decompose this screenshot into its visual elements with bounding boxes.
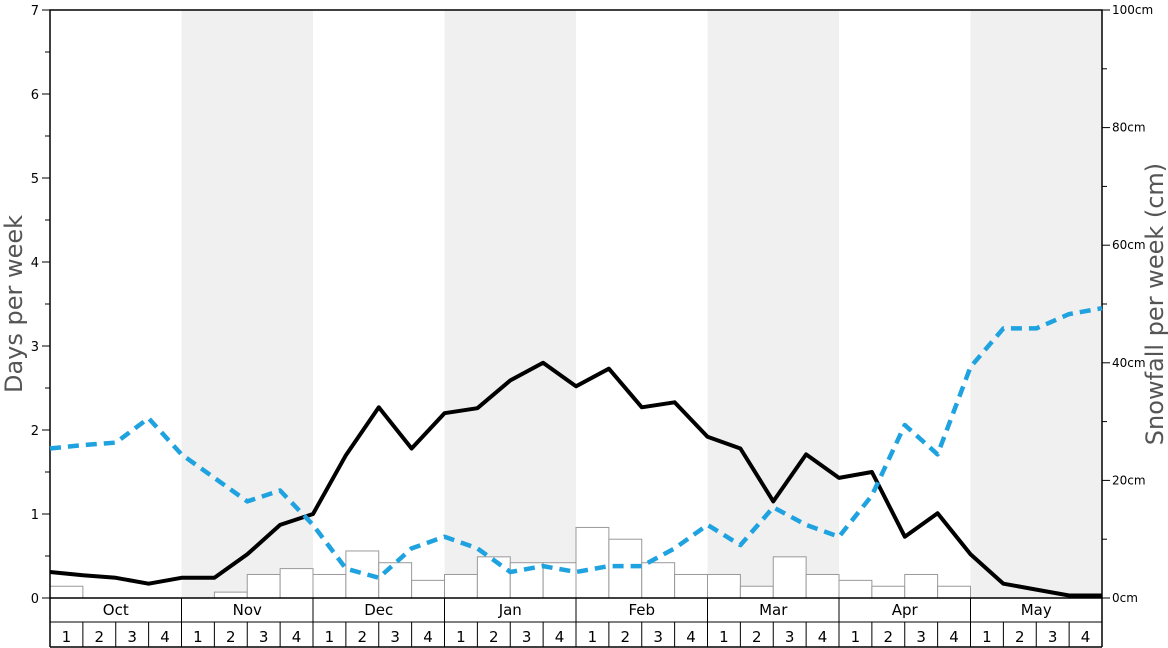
y-left-tick-label: 3 [31, 340, 39, 355]
week-label: 4 [949, 628, 959, 646]
days-line-solid [49, 360, 1102, 598]
week-label: 1 [325, 628, 335, 646]
snowfall-bar [707, 573, 741, 599]
week-label: 1 [62, 628, 72, 646]
week-label: 3 [259, 628, 269, 646]
y-right-tick-label: 0cm [1112, 591, 1138, 605]
month-label-apr: Apr [892, 601, 919, 619]
week-label: 4 [423, 628, 433, 646]
snowfall-bar [641, 562, 676, 599]
snowfall-bar [378, 562, 413, 599]
week-label: 2 [1015, 628, 1025, 646]
week-label: 3 [522, 628, 532, 646]
y-right-tick-label: 40cm [1112, 356, 1146, 370]
week-label: 2 [489, 628, 499, 646]
snowfall-bar [279, 568, 314, 599]
snowfall-bar [49, 585, 84, 599]
snowfall-bar [904, 573, 939, 599]
snowfall-bar [608, 538, 643, 599]
week-label: 2 [358, 628, 368, 646]
snowfall-bar [213, 591, 248, 599]
month-label-jan: Jan [498, 601, 522, 619]
week-label: 1 [982, 628, 992, 646]
week-label: 4 [160, 628, 170, 646]
week-label: 1 [456, 628, 466, 646]
week-label: 3 [916, 628, 926, 646]
snowfall-bar [674, 573, 708, 599]
week-label: 1 [851, 628, 861, 646]
week-label: 4 [686, 628, 696, 646]
week-label: 3 [785, 628, 795, 646]
month-shade-nov [181, 10, 313, 598]
month-shade-mar [707, 10, 839, 598]
month-shade-may [970, 10, 1102, 598]
snowfall-bar [411, 579, 445, 599]
week-label: 1 [719, 628, 729, 646]
y-right-tick-label: 20cm [1112, 473, 1146, 487]
month-label-mar: Mar [759, 601, 788, 619]
y-left-tick-label: 7 [31, 4, 39, 19]
snowfall-bar [805, 573, 840, 599]
week-label: 1 [193, 628, 203, 646]
week-label: 2 [621, 628, 631, 646]
y-right-tick-label: 100cm [1112, 3, 1153, 17]
week-label: 4 [1081, 628, 1091, 646]
y-axis-left-title: Days per week [0, 215, 28, 393]
week-label: 2 [95, 628, 105, 646]
month-label-feb: Feb [628, 601, 655, 619]
week-label: 2 [226, 628, 236, 646]
snowfall-bar [575, 526, 610, 599]
y-right-tick-label: 80cm [1112, 121, 1146, 135]
snowfall-bar [246, 573, 281, 599]
snowfall-bar [739, 585, 774, 599]
week-label: 4 [555, 628, 565, 646]
y-axis-right-title: Snowfall per week (cm) [1141, 163, 1168, 445]
week-label: 4 [818, 628, 828, 646]
snowfall-bar [476, 556, 511, 599]
month-shade-jan [444, 10, 576, 598]
week-label: 3 [1048, 628, 1058, 646]
week-label: 3 [390, 628, 400, 646]
week-label: 4 [292, 628, 302, 646]
month-label-dec: Dec [364, 601, 393, 619]
snowfall-bar [444, 573, 478, 599]
week-label: 3 [653, 628, 663, 646]
week-label: 2 [752, 628, 762, 646]
snowfall-bar [871, 585, 906, 599]
snowfall-bar [838, 579, 873, 599]
y-left-tick-label: 5 [31, 172, 39, 187]
y-left-tick-label: 2 [31, 424, 39, 439]
snowfall-bar [312, 573, 347, 599]
snowfall-bar [772, 556, 807, 599]
week-label: 3 [127, 628, 137, 646]
month-label-nov: Nov [233, 601, 262, 619]
week-label: 2 [884, 628, 894, 646]
y-left-tick-label: 1 [31, 508, 39, 523]
y-right-tick-label: 60cm [1112, 238, 1146, 252]
y-left-tick-label: 0 [31, 592, 39, 607]
month-label-may: May [1021, 601, 1052, 619]
y-left-tick-label: 4 [31, 256, 39, 271]
y-left-tick-label: 6 [31, 88, 39, 103]
snowfall-bar [937, 585, 971, 599]
month-label-oct: Oct [103, 601, 129, 619]
week-label: 1 [588, 628, 598, 646]
